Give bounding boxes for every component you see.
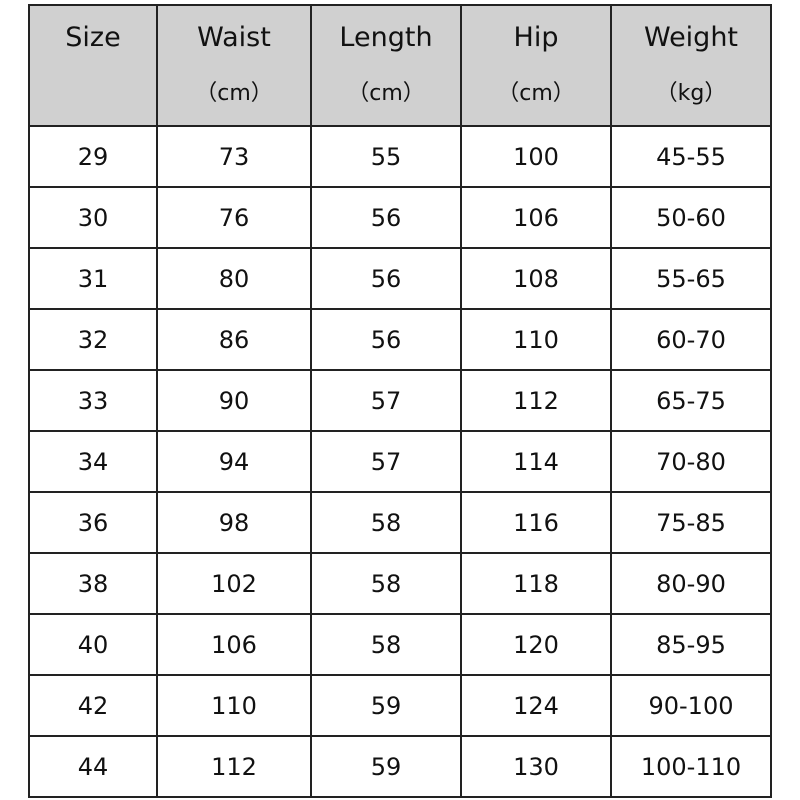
header-unit: （cm） [497,81,575,106]
table-cell: 59 [310,674,462,737]
table-cell: 112 [460,369,612,432]
table-cell: 90 [156,369,312,432]
header-title: Weight [643,22,739,53]
table-cell: 45-55 [610,125,772,188]
size-chart-table: Size Waist （cm） Length （cm） Hip （cm） Weight （kg）… [28,4,772,798]
table-cell: 57 [310,430,462,493]
table-cell: 118 [460,552,612,615]
table-row: 36 98 58 116 75-85 [28,491,772,554]
table-cell: 58 [310,613,462,676]
table-cell: 56 [310,308,462,371]
table-cell: 33 [28,369,158,432]
table-cell: 50-60 [610,186,772,249]
table-row: 31 80 56 108 55-65 [28,247,772,310]
table-cell: 40 [28,613,158,676]
table-cell: 116 [460,491,612,554]
header-cell-hip: Hip （cm） [460,4,612,127]
table-cell: 94 [156,430,312,493]
header-title: Waist [197,22,271,53]
header-cell-weight: Weight （kg） [610,4,772,127]
table-cell: 86 [156,308,312,371]
table-cell: 34 [28,430,158,493]
table-cell: 110 [156,674,312,737]
table-cell: 120 [460,613,612,676]
table-cell: 29 [28,125,158,188]
header-cell-length: Length （cm） [310,4,462,127]
table-cell: 108 [460,247,612,310]
header-title: Length [339,22,433,53]
table-cell: 80 [156,247,312,310]
table-cell: 85-95 [610,613,772,676]
table-cell: 80-90 [610,552,772,615]
table-cell: 32 [28,308,158,371]
table-cell: 76 [156,186,312,249]
table-cell: 112 [156,735,312,798]
table-cell: 57 [310,369,462,432]
table-cell: 60-70 [610,308,772,371]
table-cell: 90-100 [610,674,772,737]
table-cell: 38 [28,552,158,615]
table-cell: 56 [310,247,462,310]
table-row: 29 73 55 100 45-55 [28,125,772,188]
table-row: 40 106 58 120 85-95 [28,613,772,676]
table-cell: 124 [460,674,612,737]
table-cell: 31 [28,247,158,310]
table-cell: 59 [310,735,462,798]
table-row: 42 110 59 124 90-100 [28,674,772,737]
header-cell-waist: Waist （cm） [156,4,312,127]
table-cell: 30 [28,186,158,249]
table-cell: 114 [460,430,612,493]
table-cell: 44 [28,735,158,798]
table-cell: 58 [310,552,462,615]
table-row: 44 112 59 130 100-110 [28,735,772,798]
table-cell: 55 [310,125,462,188]
table-cell: 100-110 [610,735,772,798]
table-row: 34 94 57 114 70-80 [28,430,772,493]
table-row: 38 102 58 118 80-90 [28,552,772,615]
table-cell: 110 [460,308,612,371]
table-cell: 56 [310,186,462,249]
table-cell: 102 [156,552,312,615]
table-cell: 36 [28,491,158,554]
table-cell: 106 [460,186,612,249]
table-cell: 106 [156,613,312,676]
table-row: 33 90 57 112 65-75 [28,369,772,432]
header-unit: （cm） [347,81,425,106]
table-cell: 75-85 [610,491,772,554]
table-row: 30 76 56 106 50-60 [28,186,772,249]
table-cell: 42 [28,674,158,737]
table-cell: 98 [156,491,312,554]
table-cell: 130 [460,735,612,798]
header-unit: （cm） [195,81,273,106]
header-cell-size: Size [28,4,158,127]
header-title: Size [65,22,121,53]
header-title: Hip [513,22,559,53]
header-row: Size Waist （cm） Length （cm） Hip （cm） Weight （kg） [28,4,772,127]
table-row: 32 86 56 110 60-70 [28,308,772,371]
table-cell: 65-75 [610,369,772,432]
table-cell: 73 [156,125,312,188]
header-unit: （kg） [655,81,727,106]
table-cell: 100 [460,125,612,188]
table-cell: 55-65 [610,247,772,310]
table-cell: 70-80 [610,430,772,493]
table-cell: 58 [310,491,462,554]
